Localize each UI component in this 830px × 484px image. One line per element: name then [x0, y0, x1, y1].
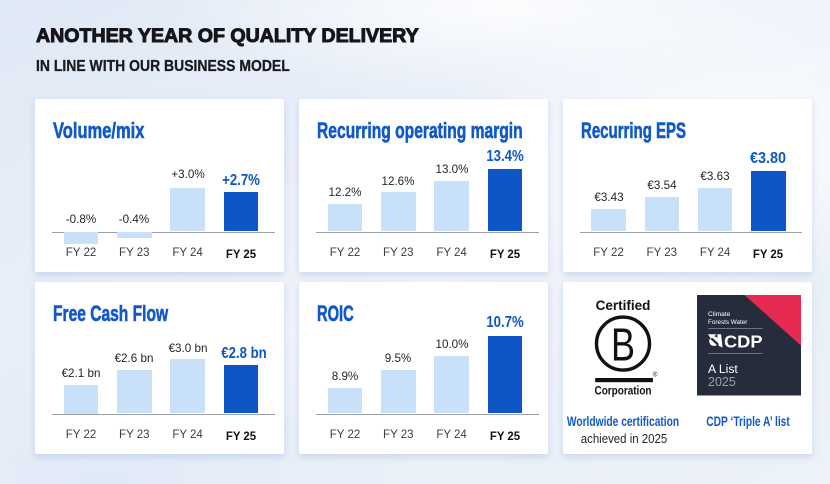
svg-text:2025: 2025: [708, 375, 736, 389]
svg-text:Certified: Certified: [596, 298, 651, 313]
svg-text:®: ®: [653, 371, 658, 379]
svg-text:CDP: CDP: [724, 332, 763, 352]
svg-text:Corporation: Corporation: [595, 384, 652, 398]
svg-text:A List: A List: [708, 362, 738, 376]
svg-text:Climate: Climate: [708, 311, 731, 318]
svg-text:Forests Water: Forests Water: [708, 319, 747, 326]
svg-text:B: B: [611, 318, 635, 370]
